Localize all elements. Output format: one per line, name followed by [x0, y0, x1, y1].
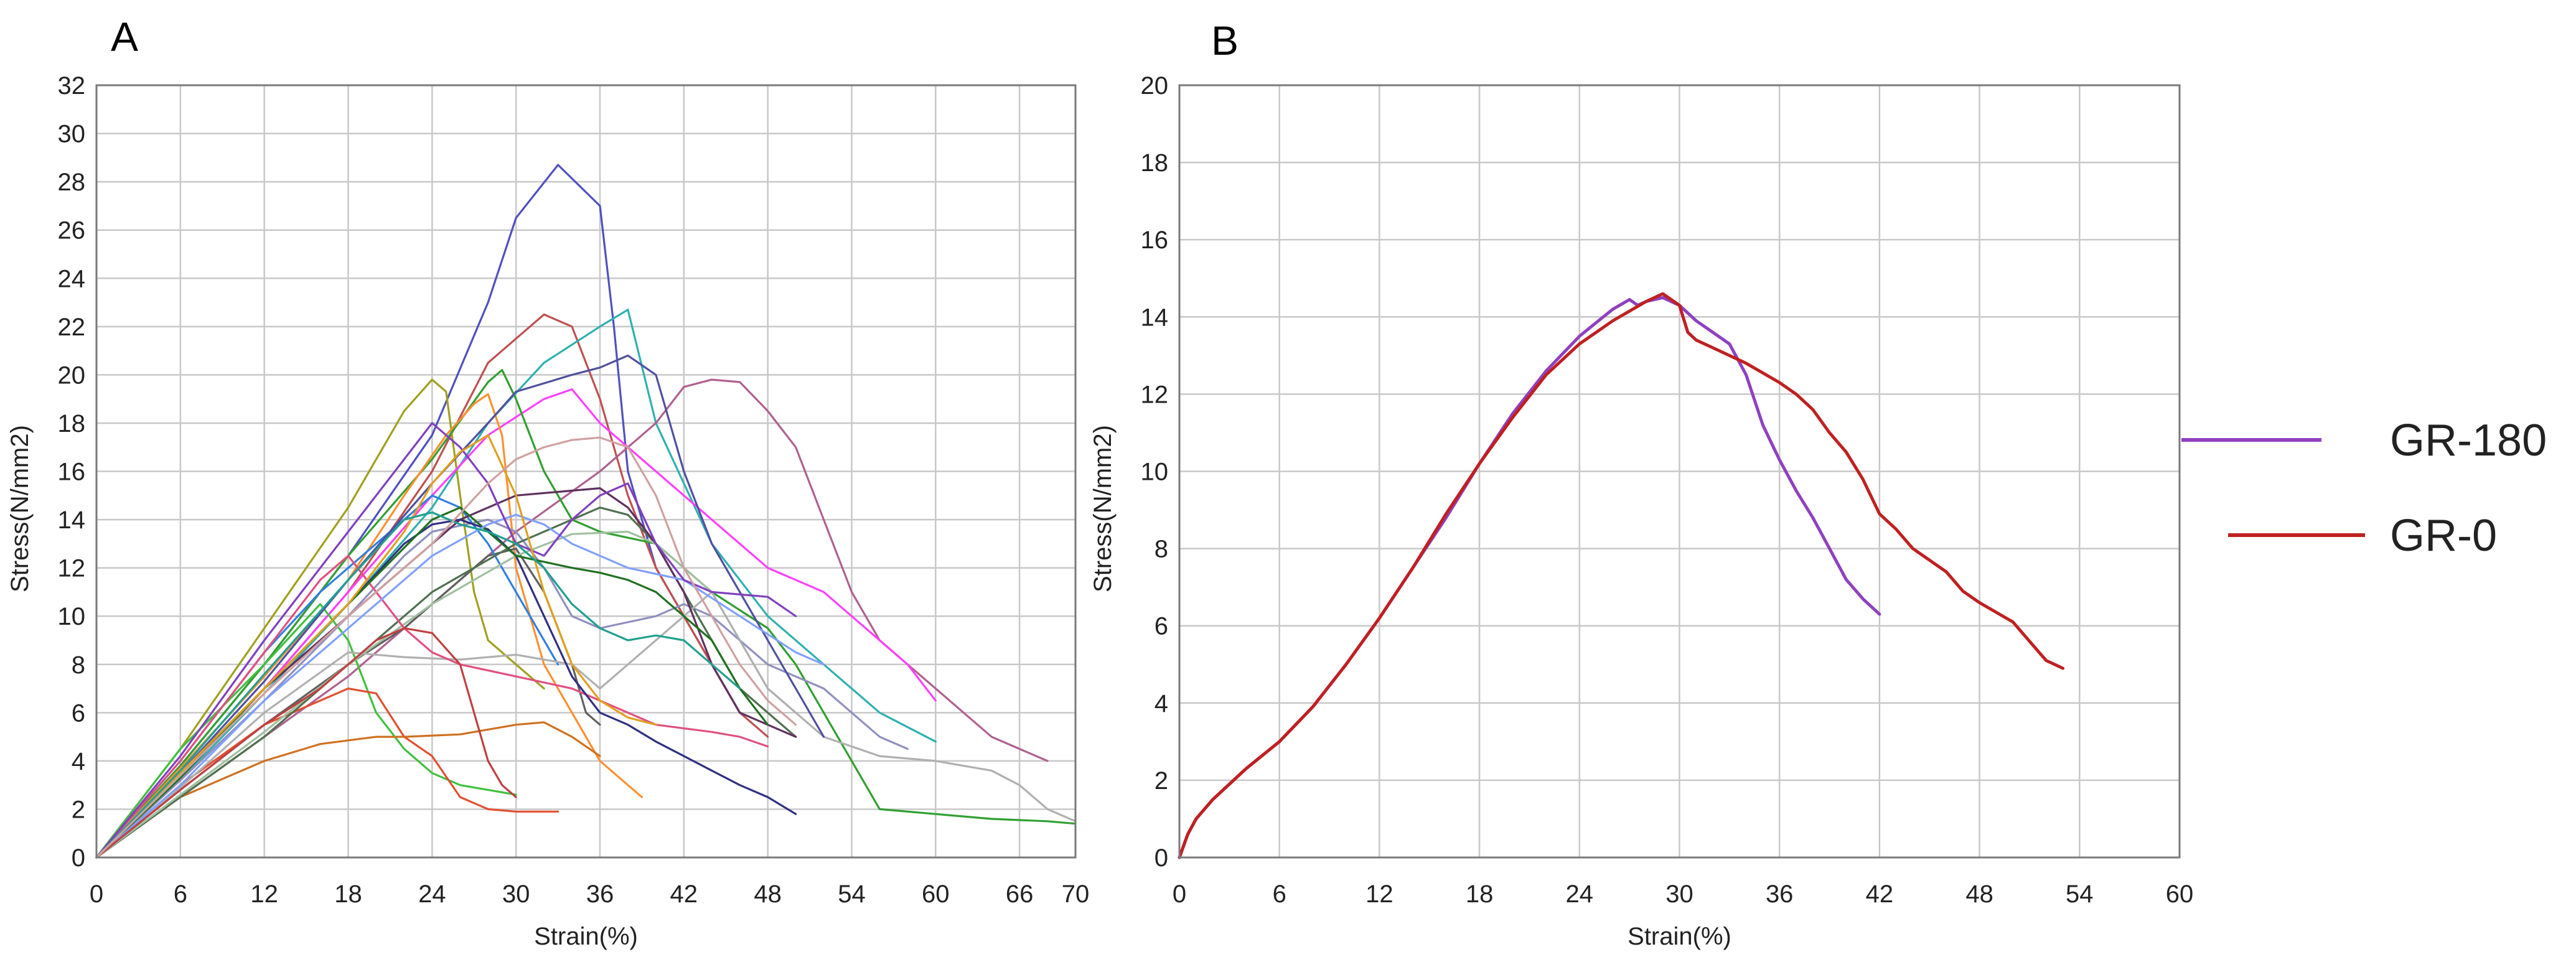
x-tick-label-a: 42	[670, 880, 698, 908]
series-line-s20	[95, 554, 769, 859]
y-tick-label-a: 14	[58, 507, 86, 534]
series-line-s6	[95, 388, 937, 859]
x-tick-label-a: 54	[838, 880, 866, 908]
tick-labels-a: 0 6 12 18 24 30 36 42 48 54 60 66 700246810121416182…	[58, 72, 1090, 908]
series-line-s24	[95, 627, 517, 859]
y-tick-label-a: 4	[72, 748, 85, 775]
series-line-s15	[95, 507, 797, 859]
y-tick-label-b: 8	[1155, 536, 1168, 563]
x-axis-label-a: Strain(%)	[534, 923, 638, 950]
x-tick-label-a: 36	[586, 880, 614, 908]
series-line-s21	[95, 518, 797, 859]
y-tick-label-a: 32	[58, 72, 86, 100]
series-line-s10	[95, 494, 560, 859]
y-tick-label-b: 4	[1155, 690, 1168, 717]
y-tick-label-b: 2	[1155, 767, 1168, 795]
x-tick-label-a: 30	[502, 880, 530, 908]
y-tick-label-b: 16	[1141, 226, 1169, 254]
y-tick-label-b: 6	[1155, 613, 1168, 640]
x-tick-label-a: 6	[174, 880, 187, 908]
series-line-s7	[95, 369, 1077, 859]
x-tick-label-b: 42	[1866, 880, 1894, 908]
legend: GR-180 GR-0	[2181, 416, 2547, 561]
y-tick-label-a: 6	[72, 699, 85, 727]
series-group-b	[1178, 292, 2064, 859]
series-group-a	[95, 164, 1077, 859]
series-line-s4	[95, 378, 1049, 859]
y-tick-label-a: 26	[58, 217, 86, 245]
y-tick-label-a: 22	[58, 314, 86, 341]
legend-label-gr-180: GR-180	[2390, 416, 2547, 465]
y-tick-label-a: 28	[58, 169, 86, 196]
legend-label-gr-0: GR-0	[2390, 511, 2497, 561]
panel-letter-a: A	[111, 14, 138, 60]
y-tick-label-a: 8	[72, 651, 85, 679]
y-tick-label-b: 12	[1141, 381, 1169, 408]
y-tick-label-a: 2	[72, 796, 85, 823]
panel-letter-b: B	[1211, 17, 1239, 63]
series-line-s5	[95, 378, 545, 859]
x-tick-label-a: 66	[1006, 880, 1034, 908]
x-tick-label-b: 60	[2166, 880, 2194, 908]
x-tick-label-a: 70	[1062, 880, 1090, 908]
x-tick-label-a: 18	[334, 880, 362, 908]
chart-panel-b: B 0 6 12 18 24 30 36 42 48 54 6002468101214161820 …	[1089, 17, 2193, 950]
series-line-s14	[95, 518, 909, 859]
series-line-s18	[95, 487, 797, 859]
x-tick-label-a: 0	[90, 880, 103, 908]
y-tick-label-b: 0	[1155, 844, 1168, 872]
series-line-s23	[95, 513, 825, 859]
y-axis-label-b: Stress(N/mm2)	[1089, 425, 1117, 592]
series-line-s25	[95, 422, 797, 859]
gridlines-b	[1178, 84, 2181, 859]
series-line-s13	[95, 721, 601, 859]
y-tick-label-a: 18	[58, 410, 86, 437]
y-tick-label-a: 12	[58, 555, 86, 582]
series-line-s27	[95, 511, 741, 859]
series-line-s28	[95, 436, 797, 859]
plot-frame-a	[95, 84, 1077, 859]
x-tick-label-b: 30	[1665, 880, 1693, 908]
x-tick-label-b: 6	[1273, 880, 1286, 908]
x-tick-label-b: 24	[1566, 880, 1594, 908]
series-line-s8	[95, 393, 643, 859]
x-tick-label-a: 12	[250, 880, 278, 908]
x-tick-label-a: 60	[922, 880, 950, 908]
y-tick-label-a: 10	[58, 603, 86, 630]
x-tick-label-b: 0	[1173, 880, 1186, 908]
series-line-s17	[95, 591, 1077, 859]
series-line-s26	[95, 434, 657, 859]
plot-frame-b	[1178, 84, 2181, 859]
x-axis-label-b: Strain(%)	[1628, 923, 1731, 950]
series-line-gr-180	[1178, 296, 1881, 859]
x-tick-label-b: 18	[1466, 880, 1494, 908]
chart-panel-a: A 0 6 12 18 24 30 36 42 48 54 60 66 7002468101214161…	[6, 14, 1089, 950]
x-tick-label-b: 48	[1965, 880, 1993, 908]
y-tick-label-a: 16	[58, 459, 86, 486]
y-tick-label-a: 30	[58, 121, 86, 148]
y-tick-label-b: 10	[1141, 459, 1169, 486]
series-line-s19	[95, 354, 825, 859]
x-tick-label-a: 48	[754, 880, 782, 908]
y-tick-label-a: 24	[58, 265, 86, 292]
y-axis-label-a: Stress(N/mm2)	[6, 425, 34, 592]
x-tick-label-b: 54	[2066, 880, 2094, 908]
series-line-gr-0	[1178, 292, 2064, 859]
y-tick-label-b: 18	[1141, 149, 1169, 177]
x-tick-label-b: 36	[1766, 880, 1794, 908]
y-tick-label-a: 20	[58, 362, 86, 389]
y-tick-label-b: 20	[1141, 72, 1169, 100]
y-tick-label-a: 0	[72, 844, 85, 872]
series-line-s11	[95, 603, 517, 859]
x-tick-label-a: 24	[418, 880, 446, 908]
y-tick-label-b: 14	[1141, 304, 1169, 331]
x-tick-label-b: 12	[1365, 880, 1393, 908]
